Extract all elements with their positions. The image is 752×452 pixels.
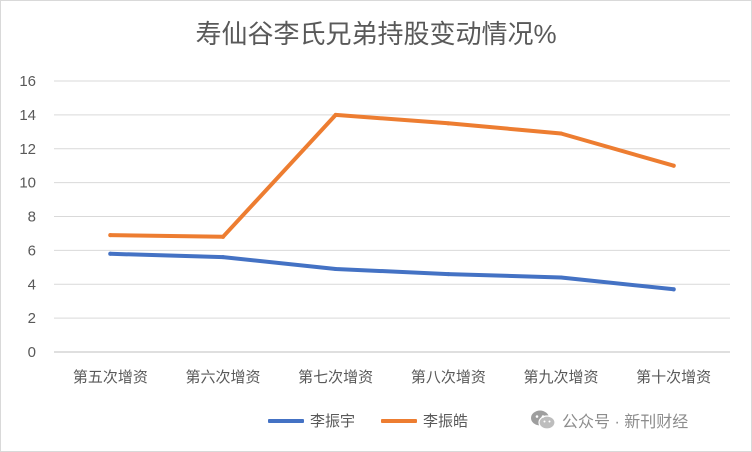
x-tick-label: 第六次增资 bbox=[185, 368, 260, 386]
watermark: 公众号 · 新刊财经 bbox=[530, 408, 688, 432]
y-tick-label: 14 bbox=[19, 107, 36, 124]
y-tick-label: 4 bbox=[28, 276, 36, 293]
data-point-series-2 bbox=[446, 121, 451, 126]
data-point-series-2 bbox=[559, 131, 563, 136]
x-tick-label: 第十次增资 bbox=[636, 368, 711, 386]
legend: 李振宇 李振皓 bbox=[268, 410, 494, 431]
data-point-series-2 bbox=[333, 112, 338, 117]
data-point-series-1 bbox=[671, 287, 676, 292]
y-tick-label: 0 bbox=[28, 344, 36, 361]
x-axis-tick-labels: 第五次增资 第六次增资 第七次增资 第八次增资 第九次增资 第十次增资 bbox=[73, 368, 711, 386]
data-point-series-2 bbox=[221, 234, 225, 239]
x-tick-label: 第八次增资 bbox=[411, 368, 486, 386]
wechat-icon bbox=[531, 410, 556, 430]
legend-item-series-1: 李振宇 bbox=[268, 410, 355, 431]
x-tick-label: 第五次增资 bbox=[73, 368, 148, 386]
data-point-series-2 bbox=[671, 163, 676, 168]
data-point-series-1 bbox=[108, 251, 113, 256]
series-line-1 bbox=[108, 251, 676, 292]
y-tick-label: 16 bbox=[19, 73, 36, 90]
data-point-series-1 bbox=[446, 272, 451, 277]
legend-item-series-2: 李振皓 bbox=[381, 410, 468, 431]
grid-lines bbox=[54, 80, 730, 353]
y-tick-label: 2 bbox=[28, 310, 36, 327]
legend-swatch-series-1 bbox=[268, 418, 304, 423]
y-axis-tick-labels: 0 2 4 6 8 10 12 14 16 bbox=[19, 73, 36, 361]
series-line-2 bbox=[108, 112, 676, 239]
y-tick-label: 6 bbox=[28, 242, 36, 259]
data-point-series-1 bbox=[221, 255, 225, 260]
data-point-series-1 bbox=[559, 275, 563, 280]
legend-label-series-1: 李振宇 bbox=[310, 413, 356, 430]
x-tick-label: 第七次增资 bbox=[298, 368, 373, 386]
x-tick-label: 第九次增资 bbox=[523, 368, 598, 386]
y-tick-label: 8 bbox=[28, 209, 36, 226]
data-point-series-2 bbox=[108, 233, 113, 238]
legend-label-series-2: 李振皓 bbox=[423, 413, 469, 430]
data-point-series-1 bbox=[333, 267, 338, 272]
chart-title: 寿仙谷李氏兄弟持股变动情况% bbox=[195, 19, 557, 49]
series-lines bbox=[108, 112, 676, 292]
watermark-text: 公众号 · 新刊财经 bbox=[562, 414, 689, 431]
legend-swatch-series-2 bbox=[381, 418, 418, 423]
y-tick-label: 10 bbox=[19, 175, 36, 192]
y-tick-label: 12 bbox=[19, 141, 36, 158]
